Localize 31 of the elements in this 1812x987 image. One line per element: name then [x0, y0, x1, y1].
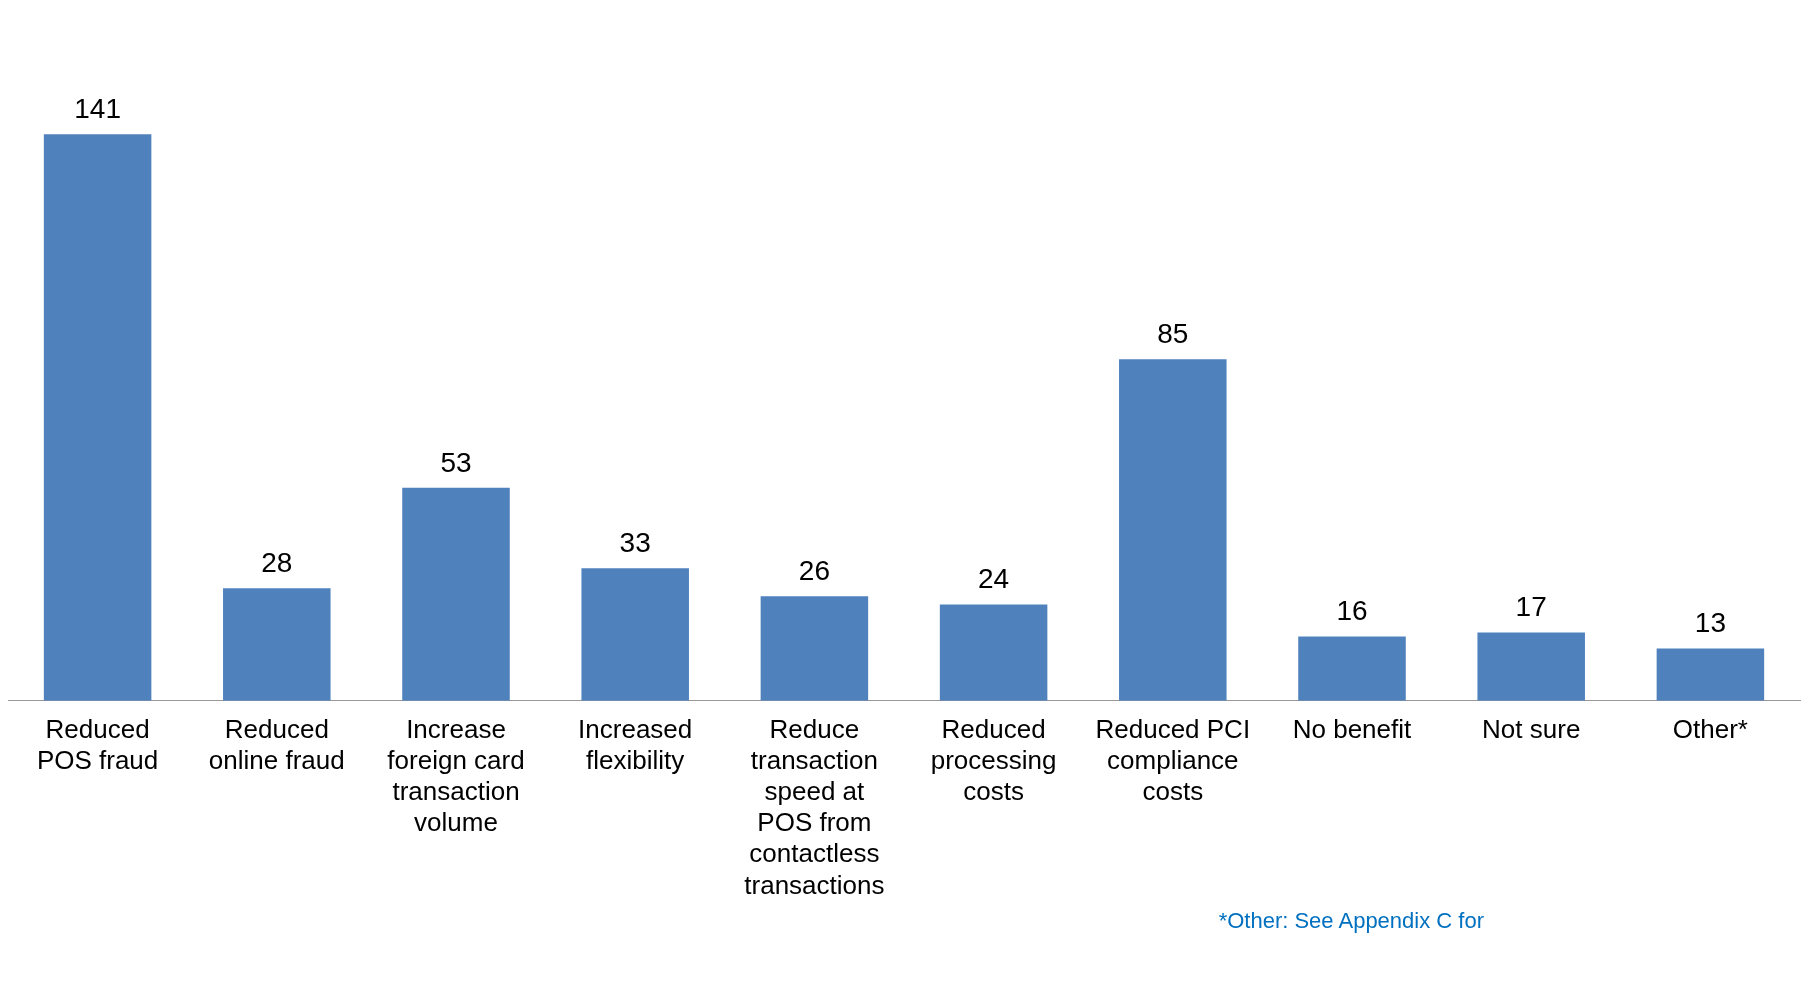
bar — [223, 588, 331, 701]
x-tick-label: Reduced online fraud — [208, 713, 345, 775]
x-tick-label: Other* — [1672, 713, 1748, 744]
text: *Other: See Appendix C for — [1217, 908, 1485, 934]
data-label: 28 — [261, 547, 293, 579]
x-tick-label: Increased flexibility — [578, 713, 693, 775]
data-label: 85 — [1157, 318, 1189, 350]
bar — [402, 487, 510, 701]
x-tick-label: Reduce transaction speed at POS from contactless transactions — [744, 713, 885, 900]
data-label: 26 — [798, 555, 830, 587]
bar — [1656, 648, 1765, 701]
data-label: 33 — [619, 526, 651, 558]
bar — [1477, 632, 1585, 701]
data-label: 24 — [978, 563, 1010, 595]
bar — [939, 604, 1048, 701]
bar — [760, 596, 869, 701]
bar — [581, 568, 689, 701]
data-label: 53 — [440, 446, 472, 478]
x-tick-label: Increase foreign card transaction volume — [387, 713, 525, 838]
bar — [1298, 636, 1406, 701]
x-tick-label: Reduced POS fraud — [36, 713, 159, 775]
x-tick-label: Reduced processing costs — [930, 713, 1057, 806]
data-label: 141 — [74, 93, 121, 125]
x-tick-label: Not sure — [1482, 713, 1581, 744]
bar — [1119, 359, 1227, 701]
data-label: 17 — [1515, 591, 1547, 623]
data-label: 16 — [1336, 595, 1368, 627]
x-tick-label: No benefit — [1292, 713, 1413, 744]
bar — [43, 134, 152, 701]
x-tick-label: Reduced PCI compliance costs — [1095, 713, 1251, 806]
data-label: 13 — [1694, 607, 1726, 639]
